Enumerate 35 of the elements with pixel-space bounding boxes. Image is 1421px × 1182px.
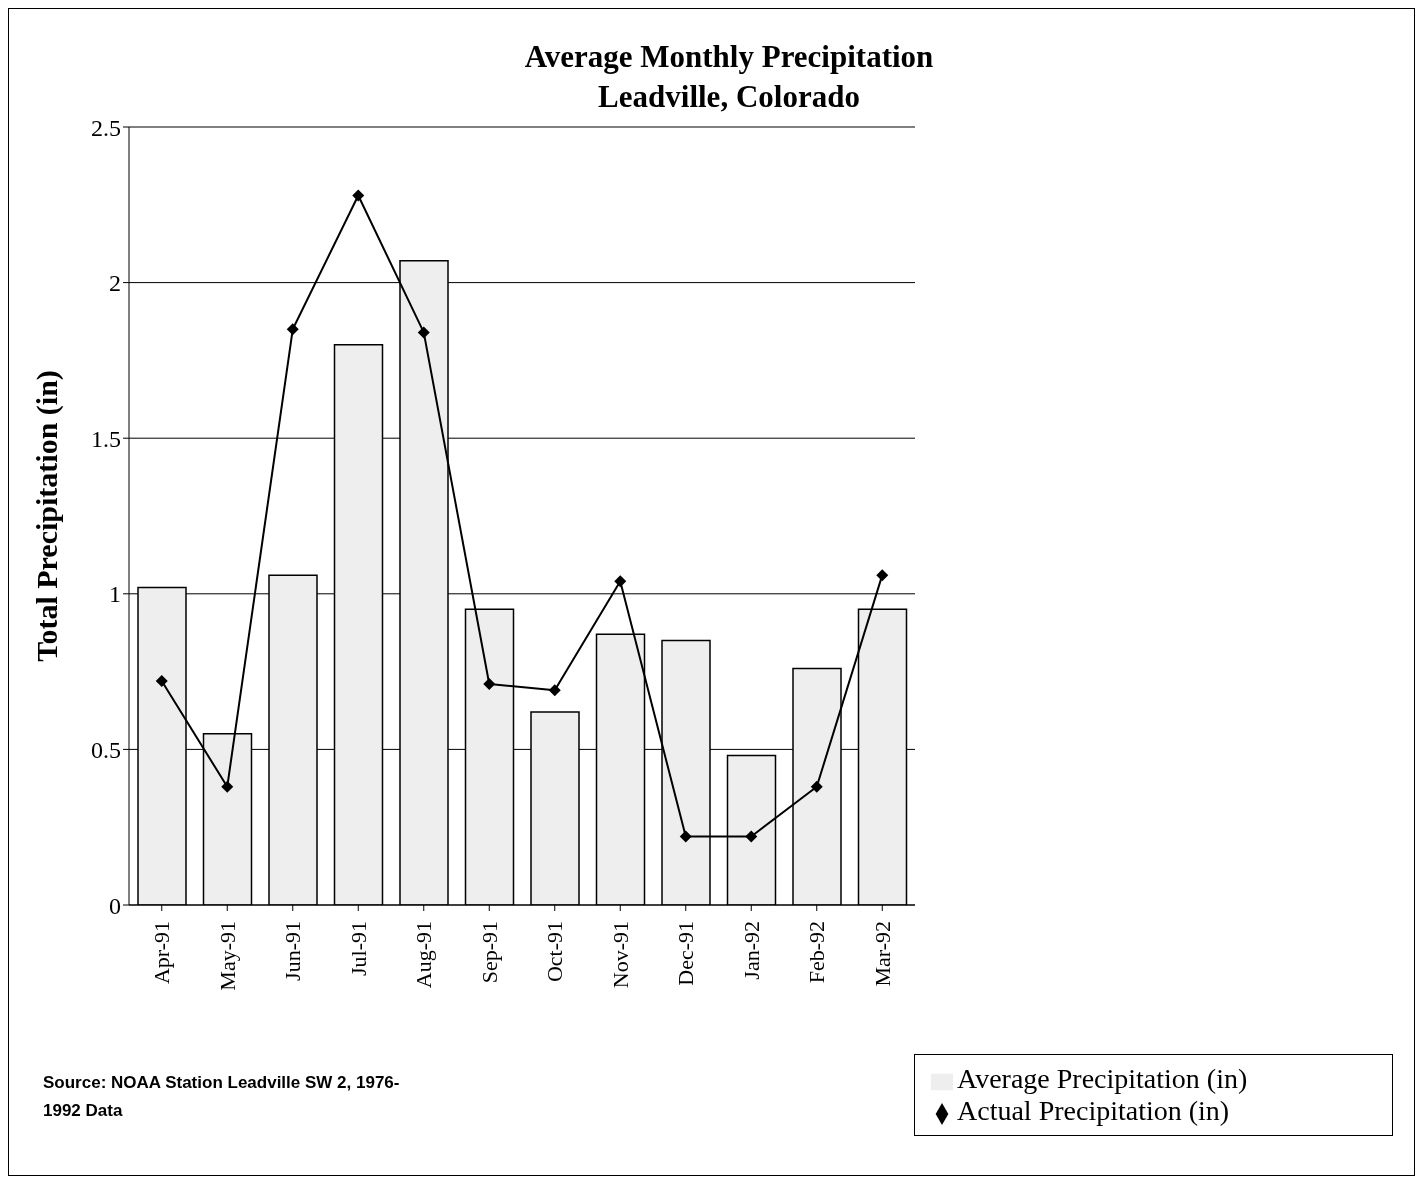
x-tick-label: Aug-91 <box>411 921 437 989</box>
point <box>614 575 627 588</box>
point <box>417 326 430 339</box>
point <box>221 780 234 793</box>
chart-title: Average Monthly Precipitation Leadville, Colorado <box>523 38 935 114</box>
x-tick-label: Jan-92 <box>738 921 764 980</box>
y-tick-label: 0.5 <box>91 736 121 763</box>
legend-label: Actual Precipitation (in) <box>957 1095 1230 1126</box>
x-tick-label: Mar-92 <box>869 921 895 987</box>
point <box>155 674 168 687</box>
x-tick-label: Oct-91 <box>542 921 568 983</box>
y-tick-label: 0 <box>109 892 121 919</box>
x-tick-label: Apr-91 <box>149 921 175 985</box>
point <box>745 830 758 843</box>
x-tick-label: May-91 <box>214 921 240 991</box>
point <box>286 323 299 336</box>
y-axis-title: Total Precipitation (in) <box>29 370 64 662</box>
point <box>876 569 889 582</box>
point <box>810 780 823 793</box>
point <box>679 830 692 843</box>
x-tick-label: Jun-91 <box>280 921 306 981</box>
point <box>548 684 561 697</box>
legend-label: Average Precipitation (in) <box>957 1063 1248 1094</box>
point <box>483 678 496 691</box>
y-tick-label: 2.5 <box>91 114 121 141</box>
y-tick-label: 1.5 <box>91 425 121 452</box>
x-tick-label: Jul-91 <box>345 921 371 976</box>
y-tick-label: 1 <box>109 581 121 608</box>
x-tick-label: Feb-92 <box>804 921 830 984</box>
y-tick-label: 2 <box>109 270 121 297</box>
x-tick-label: Sep-91 <box>476 921 502 984</box>
x-tick-label: Dec-91 <box>673 921 699 986</box>
point <box>352 189 365 202</box>
x-tick-label: Nov-91 <box>607 921 633 989</box>
source-note: Source: NOAA Station Leadville SW 2, 1976- 1992 Data <box>43 1072 400 1122</box>
